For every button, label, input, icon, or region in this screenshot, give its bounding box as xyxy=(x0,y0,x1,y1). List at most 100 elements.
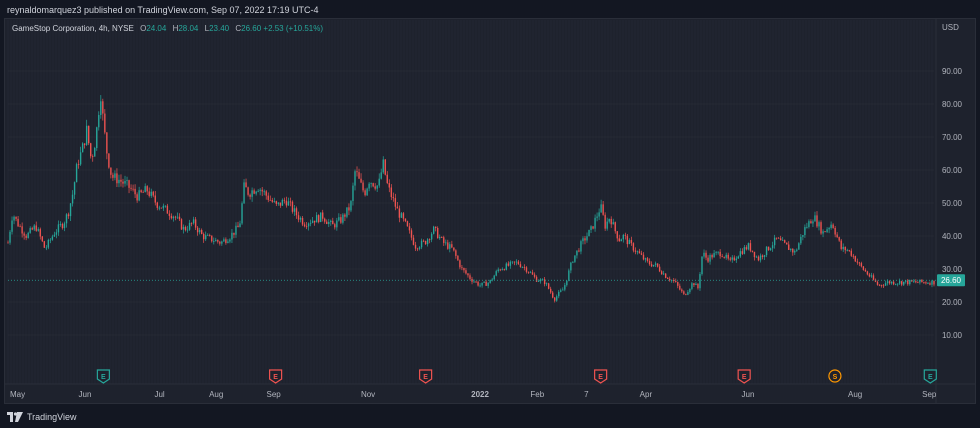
low-label: L xyxy=(204,24,210,33)
candle-body xyxy=(739,251,742,257)
candle-body xyxy=(701,256,703,275)
candle-body xyxy=(156,202,158,208)
x-tick-label: Jun xyxy=(742,390,755,399)
candle-body xyxy=(838,237,840,241)
candle-body xyxy=(394,198,397,207)
candle-body xyxy=(317,215,320,223)
y-tick-label: 20.00 xyxy=(942,298,963,307)
candle-body xyxy=(624,234,627,236)
candle-body xyxy=(209,235,211,236)
candle-body xyxy=(890,281,893,284)
candle-body xyxy=(59,224,62,225)
candle-body xyxy=(152,191,154,196)
candle-body xyxy=(186,229,189,231)
candle-body xyxy=(49,239,52,241)
candle-body xyxy=(854,256,857,262)
candle-body xyxy=(814,215,816,222)
candle-body xyxy=(679,285,681,290)
last-price-label: 26.60 xyxy=(941,276,962,285)
candle-body xyxy=(178,216,181,220)
candle-body xyxy=(552,292,554,298)
candle-body xyxy=(826,229,828,232)
candle-body xyxy=(638,251,641,254)
candle-body xyxy=(384,159,386,175)
candle-body xyxy=(469,275,471,279)
candle-body xyxy=(741,251,744,254)
candle-body xyxy=(872,275,875,280)
candle-body xyxy=(543,279,546,285)
candle-body xyxy=(439,237,441,239)
candle-body xyxy=(360,178,362,183)
candle-body xyxy=(525,267,528,272)
candle-body xyxy=(463,267,465,271)
candle-body xyxy=(505,263,508,270)
candle-body xyxy=(344,214,346,217)
candle-body xyxy=(919,279,921,283)
candle-body xyxy=(279,202,282,206)
candle-body xyxy=(622,234,625,240)
candle-body xyxy=(707,257,709,262)
candle-body xyxy=(878,284,881,286)
candle-body xyxy=(709,255,711,262)
candle-body xyxy=(632,243,635,251)
candle-body xyxy=(779,238,782,241)
chart-pane[interactable] xyxy=(4,18,976,404)
candle-body xyxy=(495,271,497,276)
candle-body xyxy=(812,221,814,224)
candle-body xyxy=(640,253,643,255)
earnings-event-marker xyxy=(594,369,608,384)
tradingview-logo[interactable]: TradingView xyxy=(7,411,77,423)
candle-body xyxy=(283,199,286,201)
candle-body xyxy=(475,281,477,283)
candle-body xyxy=(247,187,249,195)
candle-body xyxy=(535,276,538,282)
candle-body xyxy=(666,277,669,279)
candle-body xyxy=(98,114,100,128)
x-tick-label: Aug xyxy=(848,390,862,399)
tradingview-logo-icon xyxy=(7,412,23,422)
candle-body xyxy=(104,113,106,133)
candle-body xyxy=(239,223,241,228)
earnings-event-marker xyxy=(269,369,283,384)
candle-body xyxy=(301,217,304,225)
event-marker-label: E xyxy=(101,374,106,381)
candle-body xyxy=(437,228,439,239)
candle-body xyxy=(392,197,395,199)
candle-body xyxy=(896,283,899,285)
candle-body xyxy=(15,216,17,219)
candle-body xyxy=(763,255,766,257)
candle-body xyxy=(828,228,830,230)
candle-body xyxy=(842,246,844,250)
candle-body xyxy=(79,152,82,165)
candle-body xyxy=(128,180,130,188)
y-tick-label: 70.00 xyxy=(942,133,963,142)
candle-body xyxy=(483,281,485,283)
candle-body xyxy=(134,188,136,195)
symbol-legend: GameStop Corporation, 4h, NYSE O24.04 H2… xyxy=(12,24,323,33)
candle-body xyxy=(834,227,836,235)
candle-body xyxy=(251,190,253,197)
candle-body xyxy=(120,179,122,182)
candle-body xyxy=(354,171,356,186)
candle-body xyxy=(259,189,261,191)
candle-body xyxy=(501,269,503,271)
candle-body xyxy=(802,235,804,237)
candle-body xyxy=(233,232,235,235)
candle-body xyxy=(888,281,891,284)
earnings-event-marker xyxy=(923,369,937,384)
candle-body xyxy=(330,220,332,222)
candle-body xyxy=(305,226,308,228)
x-tick-label: May xyxy=(10,390,25,399)
candle-body xyxy=(29,228,31,233)
candle-body xyxy=(61,224,64,229)
change-value: +2.53 (+10.51%) xyxy=(263,24,323,33)
candle-body xyxy=(660,271,663,275)
candle-body xyxy=(652,264,655,267)
candle-body xyxy=(400,213,403,218)
candle-body xyxy=(590,226,592,230)
candle-body xyxy=(519,264,522,268)
candle-body xyxy=(903,281,905,285)
candle-body xyxy=(913,281,915,283)
candle-body xyxy=(172,216,175,219)
